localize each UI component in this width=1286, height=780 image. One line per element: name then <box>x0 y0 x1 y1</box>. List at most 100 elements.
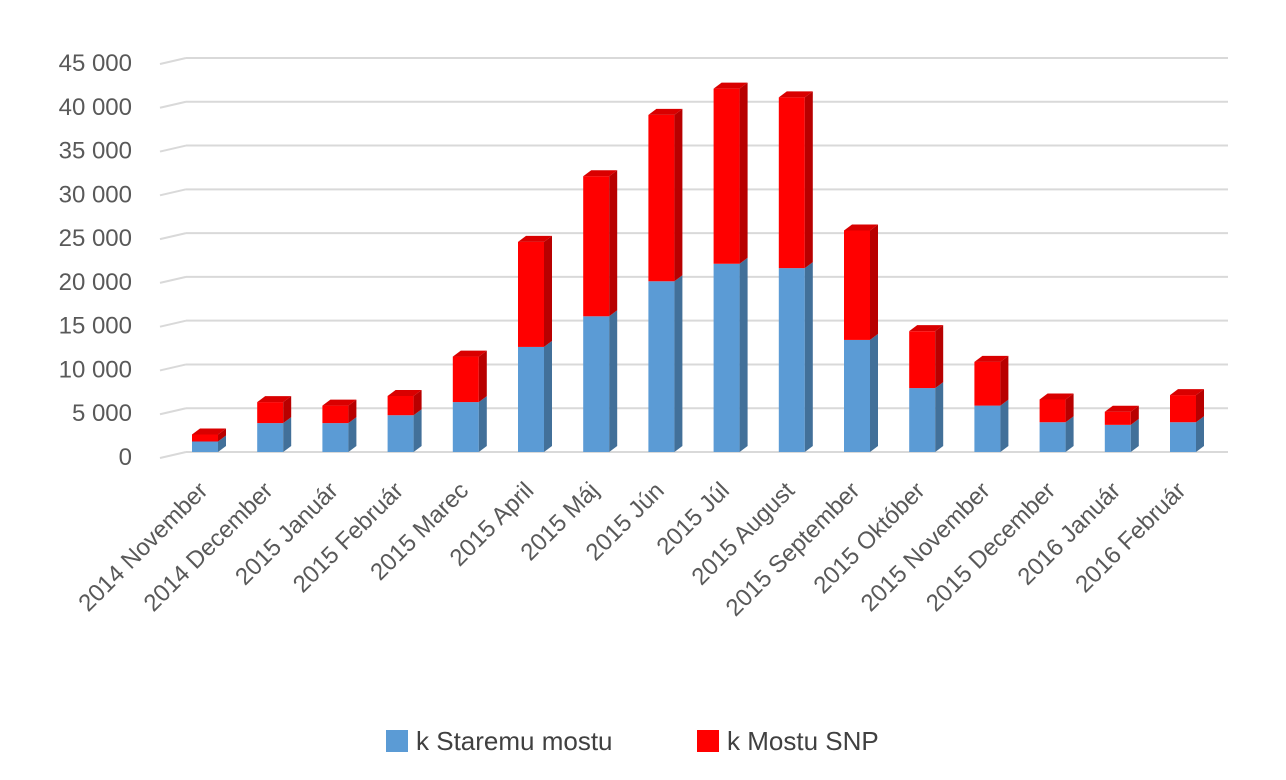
gridline-depth <box>159 407 187 416</box>
y-tick-label: 30 000 <box>59 181 132 208</box>
bar-k-mostu-snp-2015-februar <box>387 389 422 416</box>
bar-side <box>218 428 226 442</box>
bar-k-mostu-snp-2015-august <box>778 91 813 269</box>
legend-swatch-k-staremu-mostu <box>386 730 408 752</box>
bar-k-mostu-snp-2015-jul <box>713 82 748 264</box>
y-tick-label: 15 000 <box>59 313 132 340</box>
bar-k-mostu-snp-2015-jun <box>648 108 683 282</box>
bar-front <box>322 423 349 452</box>
gridlines <box>159 57 1228 459</box>
gridline-depth <box>159 100 187 109</box>
legend-label-k-staremu-mostu: k Staremu mostu <box>416 726 613 756</box>
bar-k-staremu-mostu-2015-februar <box>387 409 422 452</box>
y-tick-label: 5 000 <box>72 400 132 427</box>
bar-front <box>1170 395 1196 423</box>
bar-k-mostu-snp-2014-november <box>192 428 226 442</box>
bar-side <box>1000 355 1009 406</box>
bar-side <box>870 224 878 340</box>
bars <box>192 82 1204 452</box>
bar-front <box>1039 399 1066 423</box>
bar-k-staremu-mostu-2014-november <box>192 435 226 452</box>
bar-front <box>1104 424 1131 452</box>
y-axis-tick-labels: 0 5 000 10 000 15 000 20 000 25 000 30 000 35 0… <box>59 50 132 471</box>
bar-top <box>387 389 422 396</box>
bar-side <box>413 409 422 452</box>
gridline-depth <box>159 363 187 372</box>
bar-front <box>974 405 1001 452</box>
bar-k-mostu-snp-2015-november <box>974 355 1009 406</box>
bar-front <box>518 346 544 452</box>
gridline-depth <box>159 57 187 65</box>
bar-k-staremu-mostu-2015-marec <box>452 396 487 452</box>
y-tick-label: 45 000 <box>59 50 132 77</box>
bar-front <box>778 97 805 269</box>
gridline-depth <box>159 275 187 284</box>
bar-k-staremu-mostu-2016-februar <box>1170 416 1204 452</box>
bar-front <box>322 405 349 424</box>
bar-k-staremu-mostu-2015-jul <box>713 257 748 452</box>
legend-swatch-k-mostu-snp <box>697 730 719 752</box>
gridline-depth <box>159 188 187 197</box>
bar-k-mostu-snp-2016-januar <box>1104 405 1139 425</box>
bar-front <box>583 176 610 317</box>
bar-top <box>257 396 292 403</box>
bar-side <box>478 350 487 403</box>
bar-k-mostu-snp-2014-december <box>257 396 292 424</box>
y-tick-label: 25 000 <box>59 225 132 252</box>
bar-side <box>674 108 683 282</box>
bar-side <box>804 262 813 452</box>
bar-top <box>452 350 487 357</box>
bar-side <box>1196 416 1204 452</box>
bar-side <box>870 333 878 452</box>
bar-k-staremu-mostu-2015-januar <box>322 417 357 452</box>
bar-top <box>1039 393 1074 400</box>
bar-front <box>1170 422 1196 452</box>
bar-side <box>1065 416 1074 452</box>
bar-top <box>909 325 944 332</box>
legend-label-k-mostu-snp: k Mostu SNP <box>727 726 879 756</box>
bar-side <box>348 399 357 424</box>
bar-top <box>518 235 552 242</box>
bar-side <box>935 325 944 389</box>
gridline-depth <box>159 319 187 328</box>
bar-front <box>778 268 805 452</box>
bar-front <box>583 316 610 452</box>
bar-k-staremu-mostu-2015-jun <box>648 275 683 452</box>
bar-side <box>804 91 813 269</box>
bar-side <box>1130 418 1139 452</box>
bar-side <box>1196 389 1204 423</box>
bar-side <box>478 396 487 452</box>
bar-front <box>844 339 870 452</box>
bar-k-mostu-snp-2015-december <box>1039 393 1074 423</box>
bar-top <box>583 170 618 177</box>
bar-k-mostu-snp-2015-september <box>844 224 878 340</box>
bar-front <box>1039 422 1066 452</box>
bar-front <box>648 281 675 452</box>
y-tick-label: 10 000 <box>59 356 132 383</box>
bar-k-staremu-mostu-2016-januar <box>1104 418 1139 452</box>
bar-side <box>1000 399 1009 452</box>
bar-front <box>192 434 218 442</box>
bar-front <box>257 423 284 452</box>
bar-front <box>1104 411 1131 425</box>
bar-side <box>935 382 944 452</box>
bar-side <box>739 257 748 452</box>
bar-front <box>974 361 1001 406</box>
legend: k Staremu mostu k Mostu SNP <box>386 726 879 756</box>
bar-k-staremu-mostu-2014-december <box>257 417 292 452</box>
bar-k-staremu-mostu-2015-oktober <box>909 382 944 452</box>
bar-side <box>218 435 226 452</box>
bar-side <box>283 417 292 452</box>
gridline-depth <box>159 144 187 153</box>
bar-k-staremu-mostu-2015-august <box>778 262 813 452</box>
bar-k-mostu-snp-2016-februar <box>1170 389 1204 423</box>
y-tick-label: 0 <box>119 444 132 471</box>
bar-k-staremu-mostu-2015-november <box>974 399 1009 452</box>
bar-side <box>413 389 422 416</box>
bar-side <box>1065 393 1074 423</box>
bar-side <box>1130 405 1139 425</box>
bar-k-mostu-snp-2015-oktober <box>909 325 944 389</box>
bar-k-mostu-snp-2015-marec <box>452 350 487 403</box>
